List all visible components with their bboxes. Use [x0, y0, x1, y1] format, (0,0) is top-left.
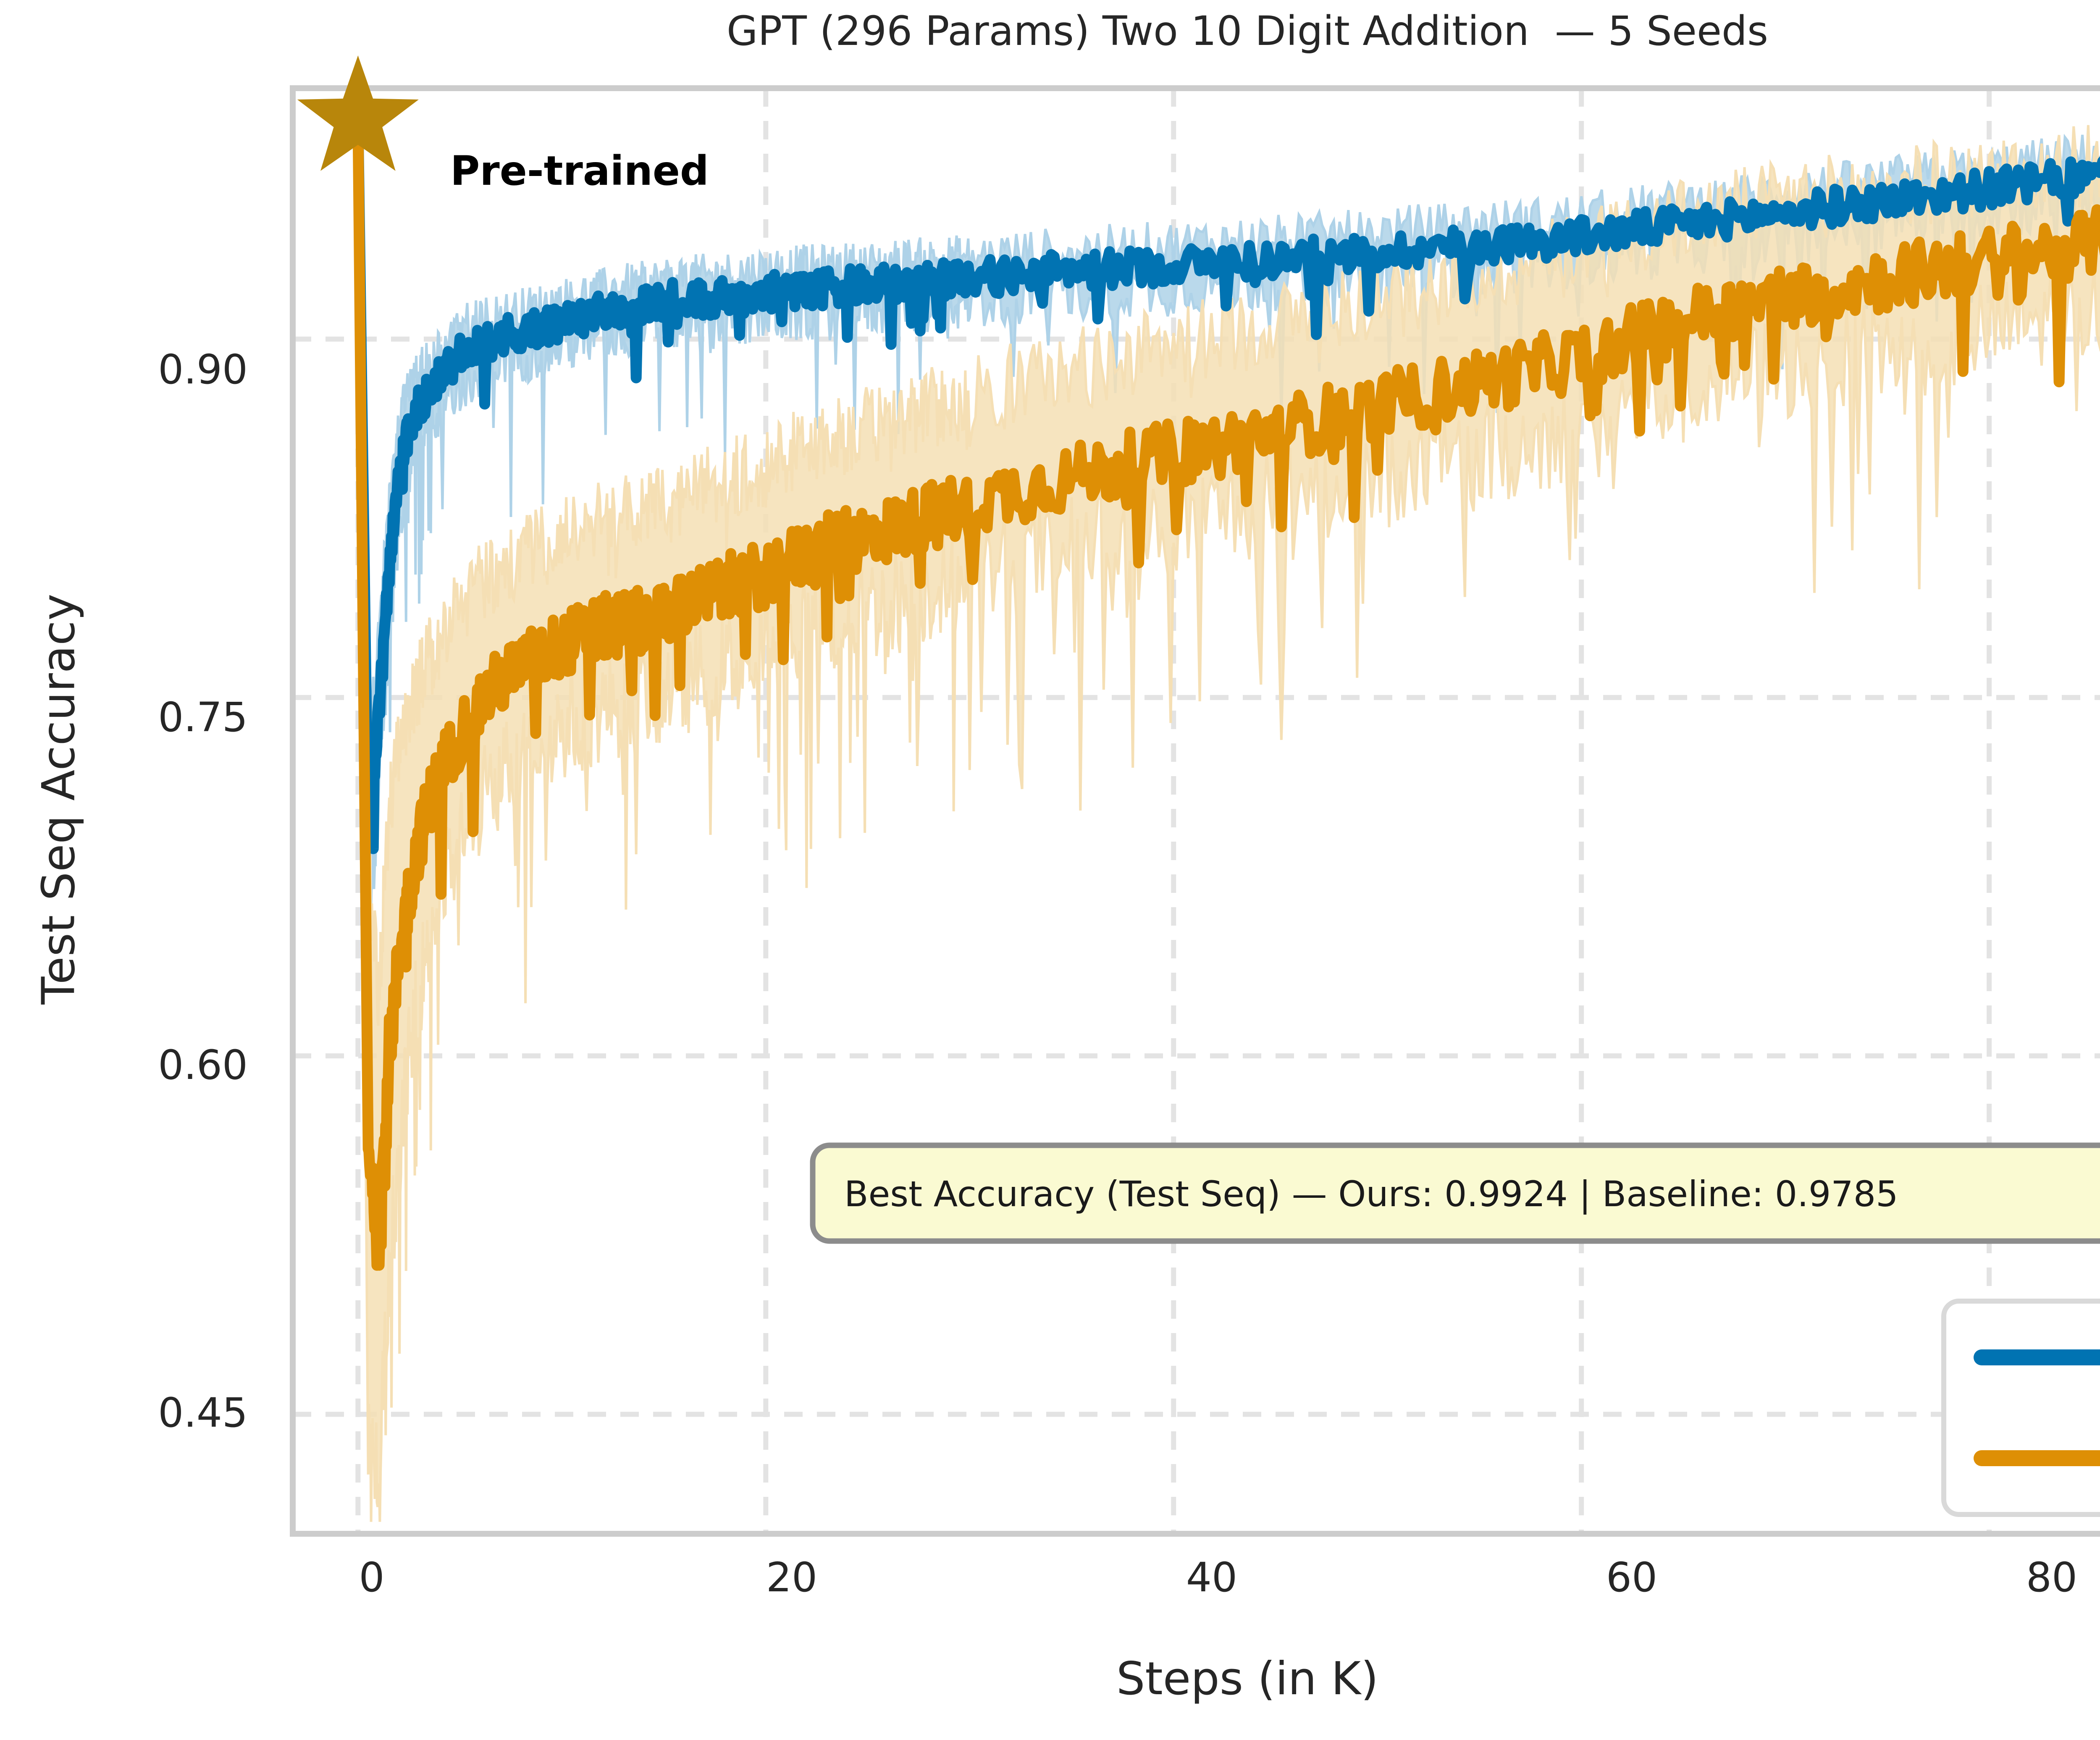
- x-tick-label-0: 0: [359, 1554, 385, 1601]
- legend-item-ours[interactable]: Ours: [1974, 1335, 2100, 1384]
- confidence-band-baseline: [357, 119, 2100, 1522]
- x-tick-label-1: 20: [766, 1554, 818, 1601]
- legend-background: [1941, 1299, 2100, 1517]
- legend-item-baseline[interactable]: Baseline: [1974, 1436, 2100, 1485]
- annotation-box-text: Best Accuracy (Test Seq) — Ours: 0.9924 …: [844, 1173, 1898, 1215]
- series-line-ours: [352, 113, 2100, 854]
- pre-trained-star-marker: [297, 55, 419, 171]
- y-tick-label-3: 0.45: [158, 1389, 248, 1436]
- annotation-box-background: [810, 1142, 2100, 1244]
- pre-trained-label: Pre-trained: [450, 147, 709, 194]
- y-tick-label-1: 0.75: [158, 694, 248, 741]
- x-tick-label-2: 40: [1186, 1554, 1238, 1601]
- y-tick-label-0: 0.90: [158, 346, 248, 393]
- best-accuracy-annotation: Best Accuracy (Test Seq) — Ours: 0.9924 …: [810, 1142, 2100, 1244]
- axes-frame: [290, 85, 2100, 1537]
- x-axis-label: Steps (in K): [1116, 1653, 1379, 1705]
- x-tick-label-4: 80: [2026, 1554, 2078, 1601]
- chart-title: GPT (296 Params) Two 10 Digit Addition —…: [727, 8, 1768, 55]
- x-tick-label-3: 60: [1606, 1554, 1658, 1601]
- series-line-baseline: [352, 113, 2100, 1271]
- y-tick-label-2: 0.60: [158, 1042, 248, 1089]
- chart-legend: Ours Baseline: [1941, 1299, 2100, 1517]
- star-icon: [297, 55, 419, 171]
- series-lines: [352, 113, 2100, 1271]
